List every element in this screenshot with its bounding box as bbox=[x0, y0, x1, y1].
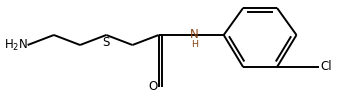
Text: Cl: Cl bbox=[321, 60, 332, 74]
Text: H$_2$N: H$_2$N bbox=[3, 37, 28, 53]
Text: N: N bbox=[190, 28, 199, 41]
Text: H: H bbox=[191, 40, 198, 49]
Text: S: S bbox=[102, 36, 110, 49]
Text: O: O bbox=[148, 80, 158, 94]
